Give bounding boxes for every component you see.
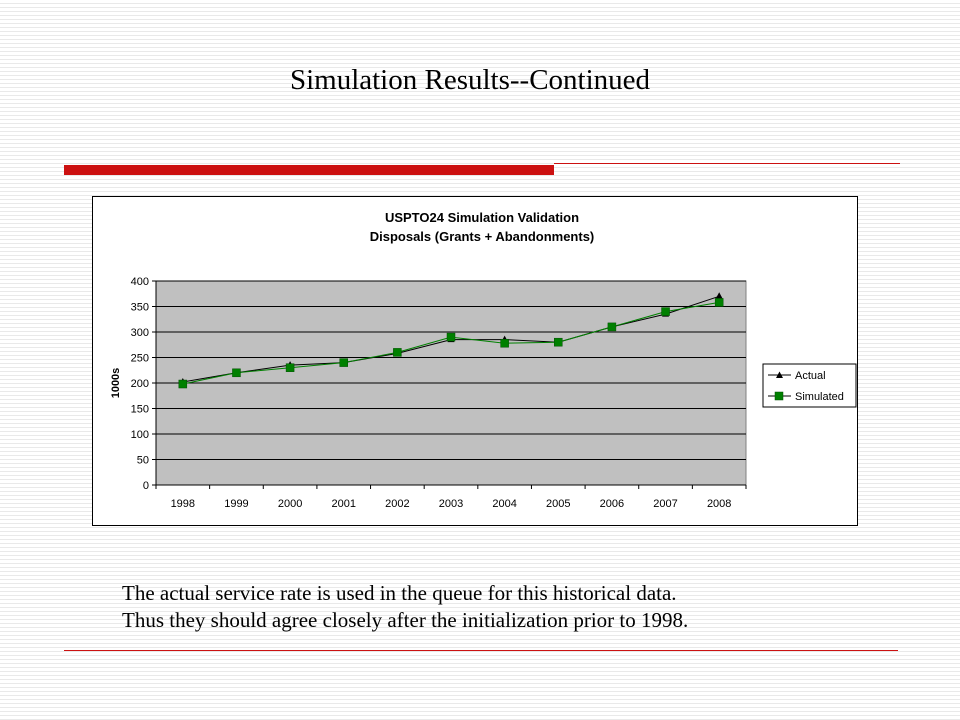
- footer-rule: [64, 650, 898, 651]
- y-tick-label: 250: [131, 353, 149, 365]
- point-simulated: [446, 332, 456, 342]
- x-tick-label: 2002: [385, 498, 409, 510]
- point-simulated: [178, 379, 188, 389]
- legend-label-simulated: Simulated: [795, 391, 844, 403]
- point-simulated: [554, 337, 563, 347]
- title-rule-thick: [64, 165, 554, 175]
- y-tick-label: 300: [131, 327, 149, 339]
- x-tick-label: 2000: [278, 498, 302, 510]
- body-line-1: The actual service rate is used in the q…: [122, 581, 677, 605]
- point-simulated: [232, 368, 241, 378]
- y-tick-label: 0: [143, 480, 149, 492]
- point-simulated: [661, 307, 670, 316]
- plot-area: 0 50 100 150 200 250 300 350 400 1998 1999 2000 2001…: [131, 276, 747, 510]
- y-tick-label: 350: [131, 302, 149, 314]
- chart-subtitle: Disposals (Grants + Abandonments): [370, 229, 595, 244]
- point-simulated: [285, 363, 295, 372]
- x-tick-label: 1998: [171, 498, 195, 510]
- x-tick-label: 2006: [600, 498, 624, 510]
- x-tick-label: 2005: [546, 498, 570, 510]
- legend: Actual Simulated: [762, 363, 857, 408]
- y-tick-label: 50: [137, 455, 149, 467]
- line-chart: USPTO24 Simulation Validation Disposals …: [110, 210, 857, 510]
- legend-label-actual: Actual: [795, 370, 826, 382]
- body-text: The actual service rate is used in the q…: [122, 580, 902, 634]
- legend-actual-marker: [776, 371, 783, 378]
- point-simulated: [393, 348, 402, 357]
- y-axis-label: 1000s: [110, 368, 122, 399]
- y-tick-label: 150: [131, 404, 149, 416]
- title-rule-thin: [554, 163, 900, 164]
- y-tick-label: 400: [131, 276, 149, 288]
- y-tick-label: 100: [131, 429, 149, 441]
- chart-title: USPTO24 Simulation Validation: [385, 210, 579, 225]
- y-tick-label: 200: [131, 378, 149, 390]
- x-tick-label: 1999: [224, 498, 248, 510]
- legend-simulated-marker: [774, 391, 784, 401]
- body-line-2: Thus they should agree closely after the…: [122, 608, 689, 632]
- point-simulated: [607, 322, 617, 332]
- point-simulated: [339, 358, 348, 367]
- x-tick-label: 2004: [492, 498, 516, 510]
- x-tick-label: 2003: [439, 498, 463, 510]
- point-simulated: [500, 338, 509, 348]
- chart-frame: USPTO24 Simulation Validation Disposals …: [92, 196, 858, 526]
- point-simulated: [714, 298, 724, 307]
- point-actual: [715, 292, 723, 299]
- x-tick-label: 2001: [331, 498, 355, 510]
- x-tick-label: 2007: [653, 498, 677, 510]
- slide-title: Simulation Results--Continued: [289, 64, 651, 96]
- x-tick-label: 2008: [707, 498, 731, 510]
